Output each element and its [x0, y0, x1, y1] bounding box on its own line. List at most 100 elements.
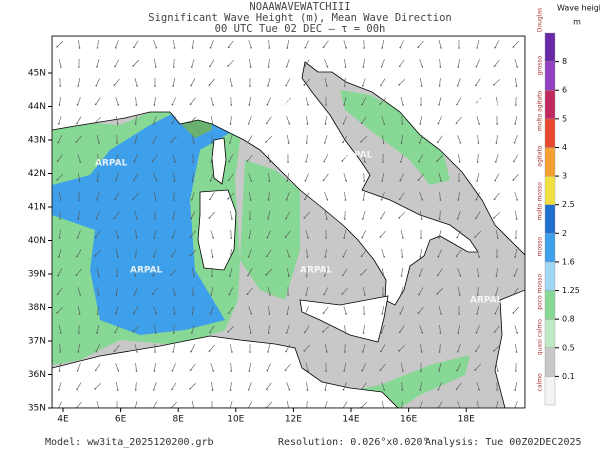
arrow-head: [173, 313, 176, 315]
wave-arrow: [58, 401, 63, 408]
wave-arrow: [286, 382, 290, 390]
arrow-head: [153, 104, 156, 106]
arrow-head: [476, 313, 478, 315]
wave-arrow: [94, 249, 102, 257]
arrow-head: [132, 312, 135, 315]
arrow-head: [307, 237, 309, 239]
wave-arrow: [247, 154, 253, 162]
arrow-head: [209, 331, 211, 334]
wave-arrow: [152, 154, 158, 162]
wave-arrow: [457, 154, 461, 162]
wave-arrow: [190, 363, 196, 371]
watermark: ARPAL: [130, 266, 163, 276]
wave-arrow: [190, 97, 196, 105]
arrow-head: [113, 84, 116, 86]
sea-state-label: molto agitato: [537, 90, 544, 131]
arrow-head: [322, 312, 325, 314]
arrow-head: [419, 123, 422, 125]
wave-arrow: [323, 40, 329, 48]
arrow-head: [512, 46, 515, 48]
wave-arrow: [515, 210, 517, 220]
arrow-head: [307, 104, 309, 106]
wave-arrow: [189, 383, 197, 389]
arrow-head: [344, 332, 347, 334]
arrow-head: [457, 199, 460, 201]
wave-arrow: [268, 191, 270, 201]
arrow-head: [77, 85, 80, 87]
arrow-head: [475, 84, 477, 87]
arrow-head: [401, 123, 404, 125]
lat-label: 41N: [28, 203, 46, 213]
arrow-head: [305, 161, 307, 163]
arrow-head: [227, 197, 229, 200]
arrow-head: [286, 180, 289, 182]
arrow-head: [303, 217, 306, 219]
wave-arrow: [437, 287, 443, 295]
wave-arrow: [495, 97, 499, 105]
wave-arrow: [457, 135, 461, 143]
arrow-head: [306, 256, 309, 258]
wave-arrow: [437, 401, 443, 408]
wave-arrow: [513, 154, 519, 162]
wave-arrow: [227, 325, 235, 333]
arrow-head: [247, 141, 249, 144]
wave-arrow: [420, 382, 422, 390]
wave-arrow: [190, 78, 196, 86]
wave-arrow: [344, 324, 346, 334]
arrow-head: [285, 217, 287, 220]
wave-arrow: [306, 115, 308, 125]
wave-arrow: [96, 192, 100, 200]
wave-arrow: [400, 363, 404, 371]
wave-arrow: [210, 173, 214, 181]
arrow-head: [496, 104, 499, 106]
arrow-head: [113, 350, 116, 352]
wave-arrow: [77, 287, 81, 295]
wave-arrow: [477, 153, 479, 163]
arrow-head: [398, 65, 401, 68]
wave-arrow: [458, 192, 460, 200]
wave-arrow: [438, 306, 442, 314]
arrow-head: [94, 103, 97, 106]
arrow-head: [227, 64, 229, 67]
wave-arrow: [227, 192, 235, 200]
arrow-head: [78, 199, 80, 201]
arrow-head: [250, 46, 253, 49]
wave-arrow: [58, 249, 62, 257]
arrow-head: [285, 65, 288, 68]
arrow-head: [496, 256, 498, 258]
wave-arrow: [96, 59, 100, 67]
colorbar-segment: [544, 347, 556, 377]
wave-arrow: [192, 172, 194, 182]
wave-arrow: [58, 192, 62, 200]
arrow-head: [189, 369, 192, 372]
arrow-head: [323, 141, 326, 144]
arrow-head: [94, 236, 97, 239]
lat-label: 37N: [28, 337, 46, 347]
wave-arrow: [418, 306, 424, 314]
arrow-head: [436, 274, 439, 277]
wave-arrow: [57, 287, 63, 295]
wave-arrow: [116, 382, 118, 390]
sea-state-label: molto mosso: [537, 182, 544, 221]
wave-arrow: [95, 363, 101, 371]
arrow-head: [96, 199, 98, 201]
arrow-head: [154, 218, 156, 220]
arrow-head: [402, 104, 404, 106]
wave-arrow: [343, 249, 347, 257]
wave-arrow: [285, 78, 291, 86]
arrow-head: [96, 180, 99, 182]
arrow-head: [76, 388, 78, 391]
wave-arrow: [268, 172, 270, 182]
arrow-head: [476, 180, 478, 182]
wave-arrow: [438, 363, 442, 371]
colorbar-tick-label: 2: [562, 229, 567, 238]
wave-arrow: [494, 40, 500, 48]
wave-arrow: [171, 135, 177, 143]
arrow-head: [76, 255, 78, 258]
arrow-head: [439, 66, 442, 68]
arrow-head: [191, 313, 194, 315]
arrow-head: [360, 388, 363, 391]
wave-arrow: [58, 59, 62, 67]
arrow-head: [229, 389, 232, 391]
lat-label: 43N: [28, 136, 46, 146]
